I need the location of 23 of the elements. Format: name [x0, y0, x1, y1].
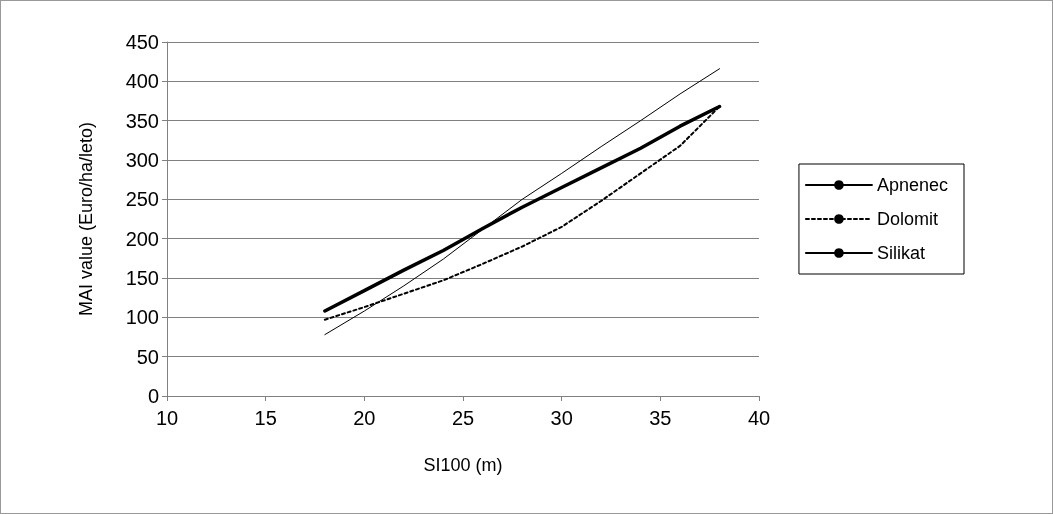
y-tick-label: 450: [125, 31, 159, 53]
legend-label: Silikat: [876, 243, 925, 263]
y-tick-label: 250: [125, 188, 159, 211]
legend-label: Dolomit: [876, 209, 938, 229]
y-tick-label: 150: [125, 267, 159, 289]
legend-label: Apnenec: [876, 175, 948, 195]
y-tick-label: 100: [125, 306, 159, 329]
x-tick-label: 30: [550, 407, 573, 429]
y-axis-title: MAI value (Euro/ha/leto): [76, 121, 96, 317]
x-tick-label: 10: [155, 407, 179, 429]
y-tick-label: 50: [136, 345, 159, 368]
x-tick-label: 15: [254, 407, 277, 429]
y-tick-label: 200: [125, 227, 159, 250]
y-tick-label: 350: [125, 109, 159, 132]
y-tick-label: 400: [125, 70, 159, 93]
x-tick-label: 25: [451, 407, 475, 429]
y-tick-label: 0: [147, 385, 159, 407]
x-axis-title: SI100 (m): [423, 455, 503, 475]
x-tick-label: 20: [353, 407, 376, 429]
x-tick-label: 40: [747, 407, 771, 429]
x-tick-label: 35: [649, 407, 672, 429]
y-tick-label: 300: [125, 149, 159, 171]
line-series: [324, 68, 721, 336]
